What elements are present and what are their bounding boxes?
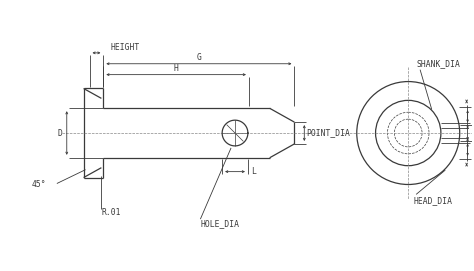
Text: L: L bbox=[251, 167, 256, 176]
Text: HEIGHT: HEIGHT bbox=[110, 43, 139, 52]
Text: H: H bbox=[173, 64, 178, 73]
Text: HOLE_DIA: HOLE_DIA bbox=[201, 219, 239, 228]
Text: R.01: R.01 bbox=[101, 208, 121, 217]
Text: G: G bbox=[196, 53, 201, 62]
Text: SHANK_DIA: SHANK_DIA bbox=[416, 59, 460, 68]
Text: POINT_DIA: POINT_DIA bbox=[306, 128, 350, 137]
Text: D: D bbox=[58, 128, 63, 137]
Text: HEAD_DIA: HEAD_DIA bbox=[413, 196, 452, 205]
Text: 45°: 45° bbox=[32, 180, 47, 189]
